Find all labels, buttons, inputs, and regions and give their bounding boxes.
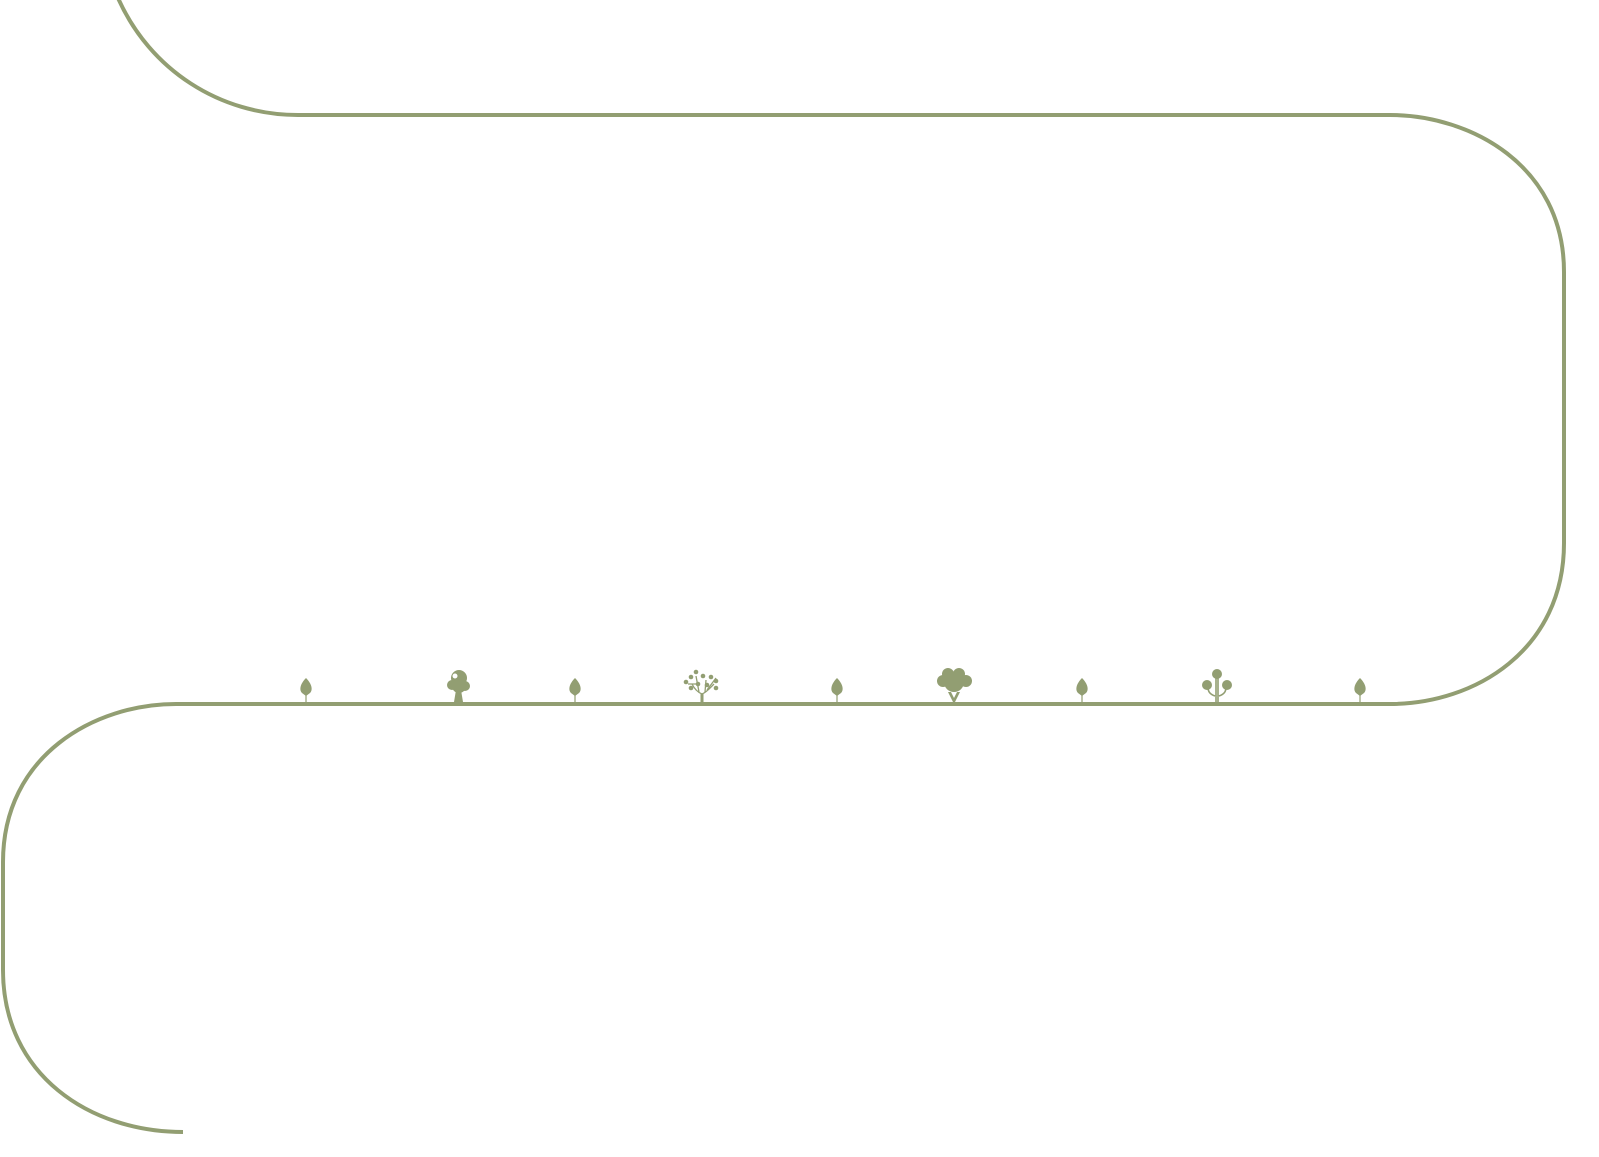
winding-path-line [0,0,1566,1134]
leaf-sapling-icon [569,678,581,702]
leaf-sapling-icon [1076,678,1088,702]
bushy-tree-icon [937,668,972,702]
branching-dot-tree-icon [683,669,719,702]
curly-tree-icon [1202,669,1232,702]
tree-row [300,668,1366,702]
round-tree-icon [447,670,470,702]
leaf-sapling-icon [300,678,312,702]
leaf-sapling-icon [1354,678,1366,702]
leaf-sapling-icon [831,678,843,702]
